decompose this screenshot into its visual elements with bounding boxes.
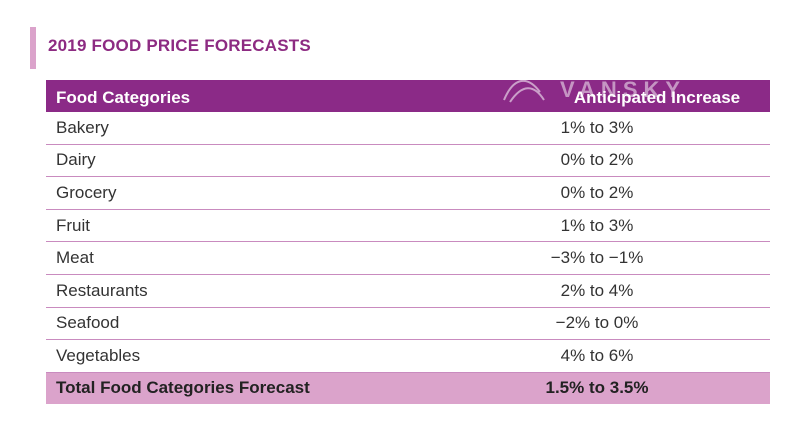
table-row: Bakery 1% to 3% — [46, 112, 770, 145]
total-category-cell: Total Food Categories Forecast — [56, 378, 310, 398]
header-anticipated-increase: Anticipated Increase — [573, 88, 741, 107]
forecast-cell: −2% to 0% — [555, 313, 639, 333]
category-cell: Bakery — [56, 117, 109, 137]
page-title: 2019 FOOD PRICE FORECASTS — [48, 36, 311, 55]
table-row: Dairy 0% to 2% — [46, 145, 770, 178]
forecast-cell: 4% to 6% — [560, 345, 634, 365]
table-row: Grocery 0% to 2% — [46, 177, 770, 210]
category-cell: Vegetables — [56, 345, 141, 365]
table-header-row: Food Categories Anticipated Increase — [46, 80, 770, 112]
category-cell: Grocery — [56, 182, 117, 202]
forecast-cell: 1% to 3% — [560, 117, 634, 137]
forecast-cell: 1% to 3% — [560, 215, 634, 235]
total-forecast-cell: 1.5% to 3.5% — [545, 378, 649, 398]
forecast-table: Food Categories Anticipated Increase Bak… — [46, 80, 770, 404]
table-row: Vegetables 4% to 6% — [46, 340, 770, 373]
category-cell: Seafood — [56, 313, 120, 333]
table-row: Restaurants 2% to 4% — [46, 275, 770, 308]
table-row: Fruit 1% to 3% — [46, 210, 770, 243]
forecast-cell: 0% to 2% — [560, 150, 634, 170]
total-row: Total Food Categories Forecast 1.5% to 3… — [46, 372, 770, 404]
category-cell: Restaurants — [56, 280, 148, 300]
title-accent-bar — [30, 27, 36, 69]
forecast-cell: −3% to −1% — [550, 248, 644, 268]
category-cell: Meat — [56, 248, 94, 268]
forecast-cell: 2% to 4% — [560, 280, 634, 300]
category-cell: Fruit — [56, 215, 90, 235]
header-food-categories: Food Categories — [56, 88, 191, 107]
category-cell: Dairy — [56, 150, 96, 170]
table-row: Seafood −2% to 0% — [46, 308, 770, 341]
forecast-cell: 0% to 2% — [560, 182, 634, 202]
table-row: Meat −3% to −1% — [46, 242, 770, 275]
